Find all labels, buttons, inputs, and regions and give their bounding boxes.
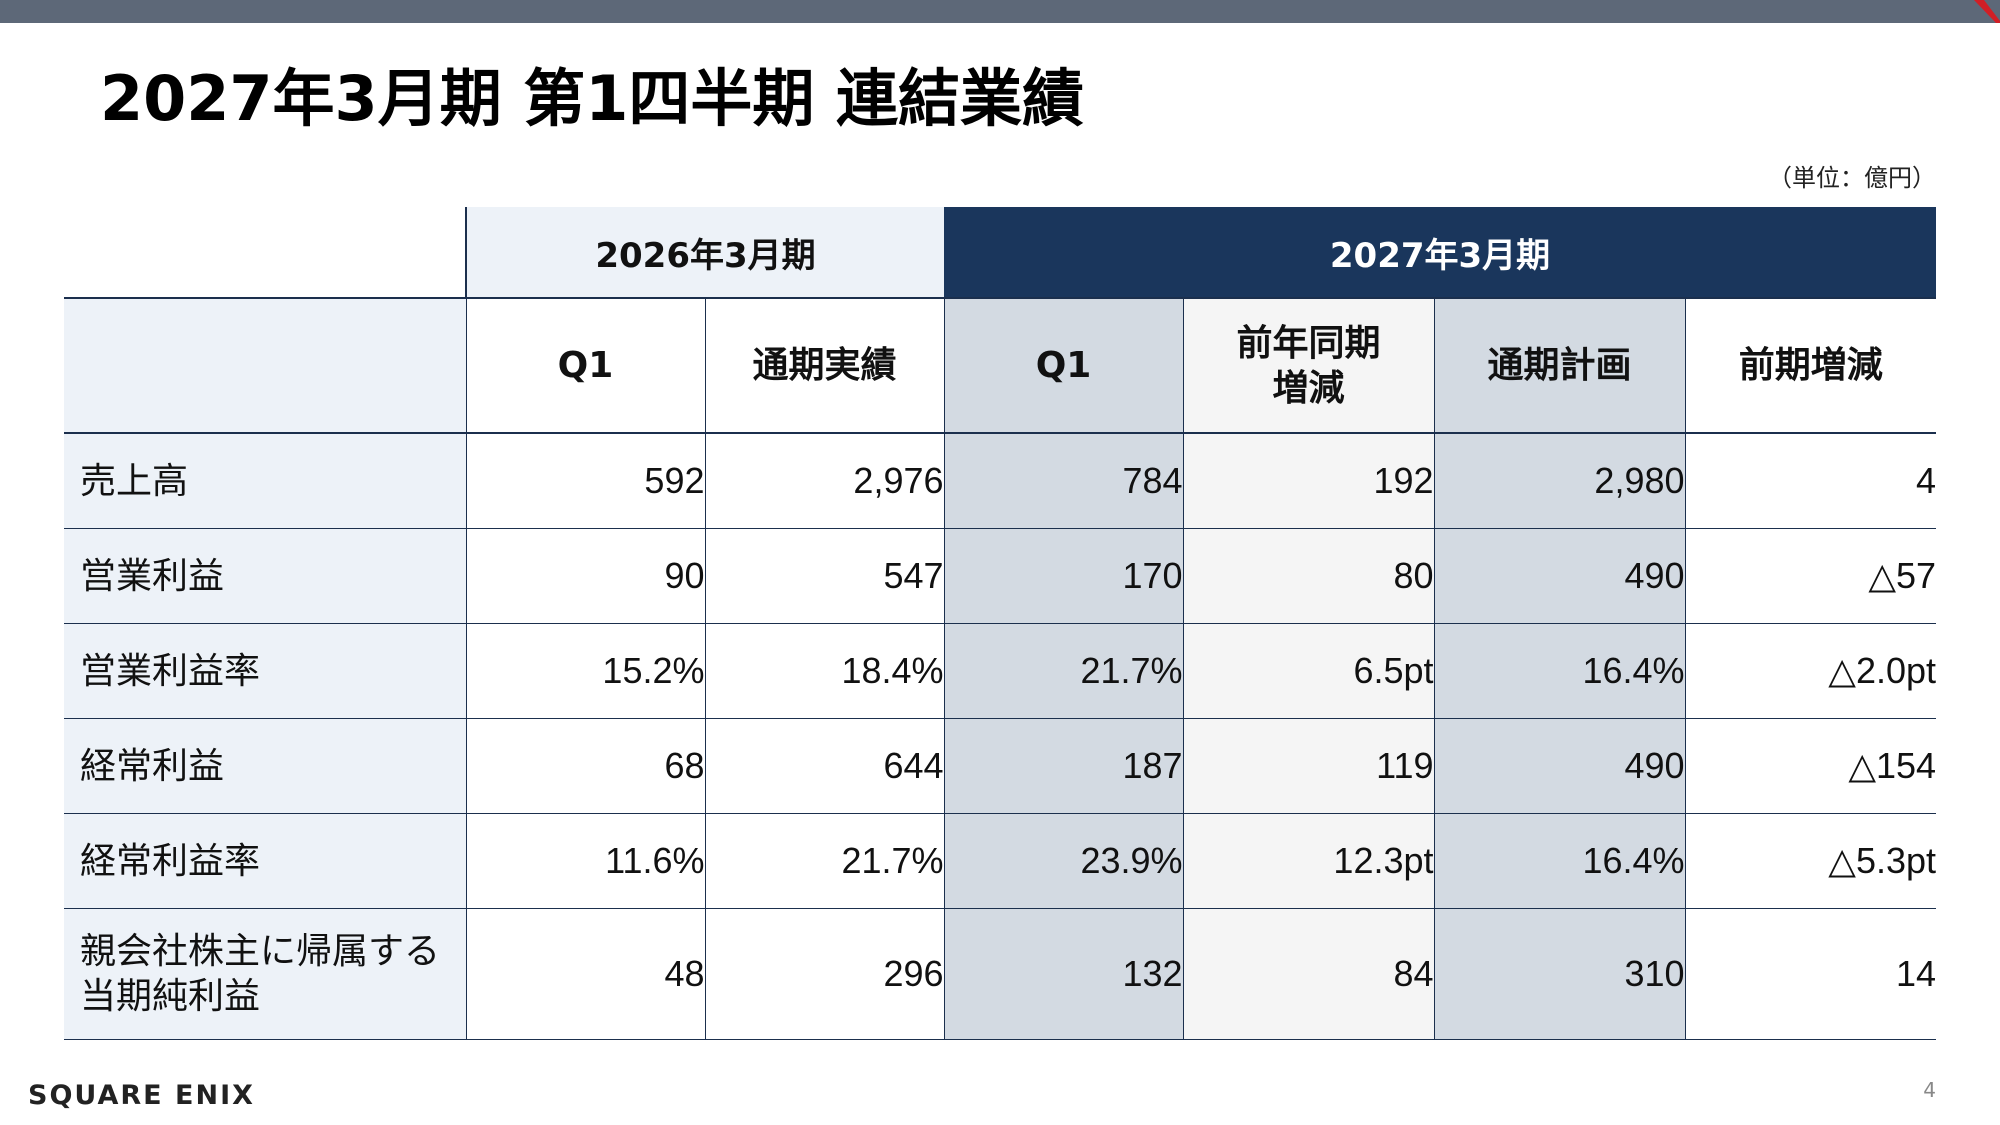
row-label: 経常利益: [64, 718, 466, 814]
column-header-row: Q1 通期実績 Q1 前年同期 増減 通期計画 前期増減: [64, 297, 1937, 434]
table-cell: 490: [1433, 528, 1686, 624]
table-cell: 4: [1684, 433, 1937, 529]
table-row: 売上高 592 2,976 784 192 2,980 4: [64, 433, 1937, 529]
table-cell: 2,980: [1433, 433, 1686, 529]
brand-logo: SQUARE ENIX: [28, 1080, 255, 1111]
table-row: 経常利益 68 644 187 119 490 △154: [64, 718, 1937, 814]
table-cell: 644: [704, 718, 945, 814]
column-header-prev-q1: Q1: [465, 297, 705, 434]
column-header-full-year-plan: 通期計画: [1433, 297, 1686, 434]
top-bar: [0, 0, 2000, 23]
table-cell: 187: [943, 718, 1184, 814]
table-cell: 6.5pt: [1182, 623, 1435, 719]
table-cell: 21.7%: [704, 813, 945, 909]
table-cell: 68: [465, 718, 705, 814]
table-cell: 80: [1182, 528, 1435, 624]
table-cell: 84: [1182, 908, 1435, 1040]
table-cell: 784: [943, 433, 1184, 529]
table-row: 経常利益率 11.6% 21.7% 23.9% 12.3pt 16.4% △5.3pt: [64, 813, 1937, 909]
table-cell: 119: [1182, 718, 1435, 814]
table-cell: 23.9%: [943, 813, 1184, 909]
table-cell: 21.7%: [943, 623, 1184, 719]
table-cell: 12.3pt: [1182, 813, 1435, 909]
table-cell: 18.4%: [704, 623, 945, 719]
table-row: 親会社株主に帰属する 当期純利益 48 296 132 84 310 14: [64, 908, 1937, 1040]
column-header-label: [64, 297, 466, 434]
table-cell: 16.4%: [1433, 813, 1686, 909]
row-label: 親会社株主に帰属する 当期純利益: [64, 908, 466, 1040]
page-title: 2027年3月期 第1四半期 連結業績: [100, 62, 1085, 135]
results-table: 2026年3月期 2027年3月期 Q1 通期実績 Q1 前年同期 増減 通期計…: [64, 207, 1937, 1040]
column-header-yoy-change: 前年同期 増減: [1182, 297, 1435, 434]
table-cell: 192: [1182, 433, 1435, 529]
column-header-yoy-line: 前年同期 増減: [1236, 322, 1381, 409]
table-cell: △57: [1684, 528, 1937, 624]
table-cell: 48: [465, 908, 705, 1040]
table-cell: 547: [704, 528, 945, 624]
table-cell: △5.3pt: [1684, 813, 1937, 909]
table-cell: △154: [1684, 718, 1937, 814]
corner-accent-mark: [1940, 0, 2000, 23]
period-prev-header: 2026年3月期: [464, 207, 945, 298]
table-cell: 132: [943, 908, 1184, 1040]
table-cell: 90: [465, 528, 705, 624]
table-row: 営業利益 90 547 170 80 490 △57: [64, 528, 1937, 624]
row-label: 経常利益率: [64, 813, 466, 909]
table-cell: 11.6%: [465, 813, 705, 909]
column-header-cur-q1: Q1: [943, 297, 1184, 434]
column-header-prev-full-year: 通期実績: [704, 297, 945, 434]
table-cell: 490: [1433, 718, 1686, 814]
table-cell: 170: [943, 528, 1184, 624]
row-label: 売上高: [64, 433, 466, 529]
table-cell: 592: [465, 433, 705, 529]
table-row: 営業利益率 15.2% 18.4% 21.7% 6.5pt 16.4% △2.0pt: [64, 623, 1937, 719]
row-label: 営業利益: [64, 528, 466, 624]
page-number: 4: [1923, 1078, 1936, 1102]
period-header-row: 2026年3月期 2027年3月期: [64, 207, 1937, 298]
table-cell: 16.4%: [1433, 623, 1686, 719]
table-cell: 310: [1433, 908, 1686, 1040]
period-cur-header: 2027年3月期: [944, 207, 1937, 298]
table-cell: △2.0pt: [1684, 623, 1937, 719]
unit-note: （単位：億円）: [1768, 164, 1936, 192]
column-header-vs-prev-year: 前期増減: [1684, 297, 1937, 434]
table-cell: 2,976: [704, 433, 945, 529]
row-label: 営業利益率: [64, 623, 466, 719]
table-body: 売上高 592 2,976 784 192 2,980 4 営業利益 90 547 170 80 490…: [64, 433, 1937, 1040]
table-cell: 14: [1684, 908, 1937, 1040]
period-blank-cell: [64, 207, 466, 298]
table-cell: 296: [704, 908, 945, 1040]
table-cell: 15.2%: [465, 623, 705, 719]
